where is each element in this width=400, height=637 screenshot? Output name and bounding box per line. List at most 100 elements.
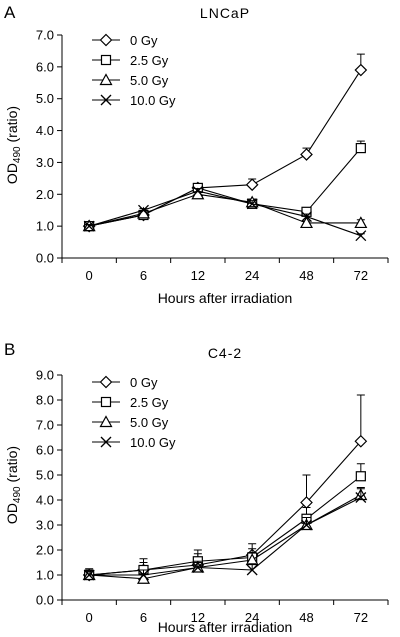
- panel-a: A LNCaP 0.0 1.0 2.0 3.0 4.0 5.0 6.0 7.0 0 6 12 24 48…: [4, 3, 389, 306]
- y-tick-label: 5.0: [36, 91, 54, 106]
- x-tick-label: 0: [86, 610, 93, 625]
- legend-label: 10.0 Gy: [130, 93, 176, 108]
- panel-letter: B: [4, 340, 15, 359]
- y-tick-label: 6.0: [36, 59, 54, 74]
- y-tick-label: 0.0: [36, 251, 54, 266]
- data-point: [83, 220, 95, 232]
- series-0-gy: [82, 53, 368, 233]
- x-tick-label: 24: [245, 268, 259, 283]
- data-point: [301, 519, 312, 531]
- legend-marker: [99, 33, 113, 47]
- y-tick-label: 4.0: [36, 123, 54, 138]
- data-point: [246, 564, 258, 576]
- marker-stroke: [301, 211, 312, 223]
- marker-stroke: [100, 436, 112, 448]
- y-tick-label: 8.0: [36, 393, 54, 408]
- y-tick-label: 7.0: [36, 28, 54, 43]
- series-0-gy: [82, 394, 368, 582]
- legend-marker: [100, 54, 112, 66]
- series-5-0-gy: [82, 187, 368, 232]
- plot-area: 0.0 1.0 2.0 3.0 4.0 5.0 6.0 7.0 8.0 9.0 0 6 12 24 48 72…: [36, 368, 389, 625]
- data-point: [301, 211, 312, 223]
- marker-stroke: [246, 564, 258, 576]
- y-axis-label: OD490 (ratio): [4, 106, 23, 184]
- data-point: [138, 569, 149, 581]
- y-tick-label: 3.0: [36, 518, 54, 533]
- y-tick-label: 3.0: [36, 155, 54, 170]
- series-line: [89, 190, 362, 237]
- legend-label: 5.0 Gy: [130, 415, 169, 430]
- y-tick-label: 1.0: [36, 568, 54, 583]
- marker-stroke: [138, 204, 149, 216]
- legend-marker: [99, 415, 113, 428]
- marker-stroke: [355, 492, 367, 503]
- series-line: [89, 193, 361, 227]
- marker-stroke: [192, 562, 204, 573]
- x-axis-label: Hours after irradiation: [158, 619, 293, 635]
- series-line: [89, 497, 362, 576]
- data-point: [354, 63, 368, 77]
- chart-title: C4-2: [208, 345, 242, 361]
- legend-label: 2.5 Gy: [130, 395, 169, 410]
- data-point: [355, 142, 366, 154]
- y-tick-label: 4.0: [36, 493, 54, 508]
- plot-area: 0.0 1.0 2.0 3.0 4.0 5.0 6.0 7.0 0 6 12 24 48 72 0 Gy 2.…: [36, 28, 389, 283]
- x-tick-label: 48: [299, 268, 313, 283]
- marker-stroke: [246, 198, 258, 210]
- x-tick-label: 72: [354, 268, 368, 283]
- x-tick-label: 24: [245, 610, 259, 625]
- legend-marker: [100, 396, 112, 408]
- y-tick-label: 1.0: [36, 219, 54, 234]
- series-2-5-gy: [84, 463, 366, 581]
- y-tick-label: 6.0: [36, 443, 54, 458]
- legend-marker: [100, 436, 112, 448]
- chart-title: LNCaP: [200, 5, 250, 21]
- marker-stroke: [355, 230, 367, 242]
- data-point: [354, 434, 368, 448]
- data-point: [355, 471, 366, 482]
- marker-stroke: [100, 94, 112, 106]
- y-axis-label: OD490 (ratio): [4, 446, 23, 524]
- marker-stroke: [83, 220, 95, 232]
- legend-label: 10.0 Gy: [130, 435, 176, 450]
- data-point: [300, 148, 313, 161]
- marker-stroke: [301, 519, 312, 531]
- legend-marker: [99, 73, 113, 86]
- x-tick-label: 6: [140, 610, 147, 625]
- y-tick-label: 5.0: [36, 468, 54, 483]
- marker-stroke: [192, 185, 204, 197]
- legend-marker: [99, 375, 113, 389]
- legend-marker: [100, 94, 112, 106]
- series-line: [89, 147, 362, 227]
- x-axis-label: Hours after irradiation: [158, 290, 293, 306]
- legend-label: 0 Gy: [130, 375, 158, 390]
- legend-label: 0 Gy: [130, 33, 158, 48]
- x-tick-label: 0: [86, 268, 93, 283]
- data-point: [246, 198, 258, 210]
- legend: 0 Gy 2.5 Gy 5.0 Gy 10.0 Gy: [92, 33, 176, 108]
- data-point: [192, 185, 204, 197]
- data-point: [83, 569, 95, 581]
- x-tick-label: 72: [354, 610, 368, 625]
- data-point: [354, 216, 368, 229]
- data-point: [192, 562, 204, 573]
- data-point: [355, 230, 367, 242]
- legend: 0 Gy 2.5 Gy 5.0 Gy 10.0 Gy: [92, 375, 176, 450]
- x-tick-label: 12: [191, 610, 205, 625]
- y-tick-label: 7.0: [36, 418, 54, 433]
- x-tick-label: 48: [299, 610, 313, 625]
- marker-stroke: [83, 569, 95, 581]
- legend-label: 5.0 Gy: [130, 73, 169, 88]
- series-10-0-gy: [83, 488, 367, 581]
- series-10-0-gy: [83, 185, 367, 242]
- data-point: [299, 216, 314, 229]
- data-point: [245, 178, 259, 192]
- y-tick-label: 0.0: [36, 593, 54, 608]
- series-line: [89, 475, 362, 576]
- y-tick-label: 9.0: [36, 368, 54, 383]
- y-tick-label: 2.0: [36, 187, 54, 202]
- x-tick-label: 6: [140, 268, 147, 283]
- panel-letter: A: [4, 3, 16, 22]
- panel-b: B C4-2 0.0 1.0 2.0 3.0 4.0 5.0 6.0 7.0 8.0 9.0 0 6 1…: [4, 340, 389, 635]
